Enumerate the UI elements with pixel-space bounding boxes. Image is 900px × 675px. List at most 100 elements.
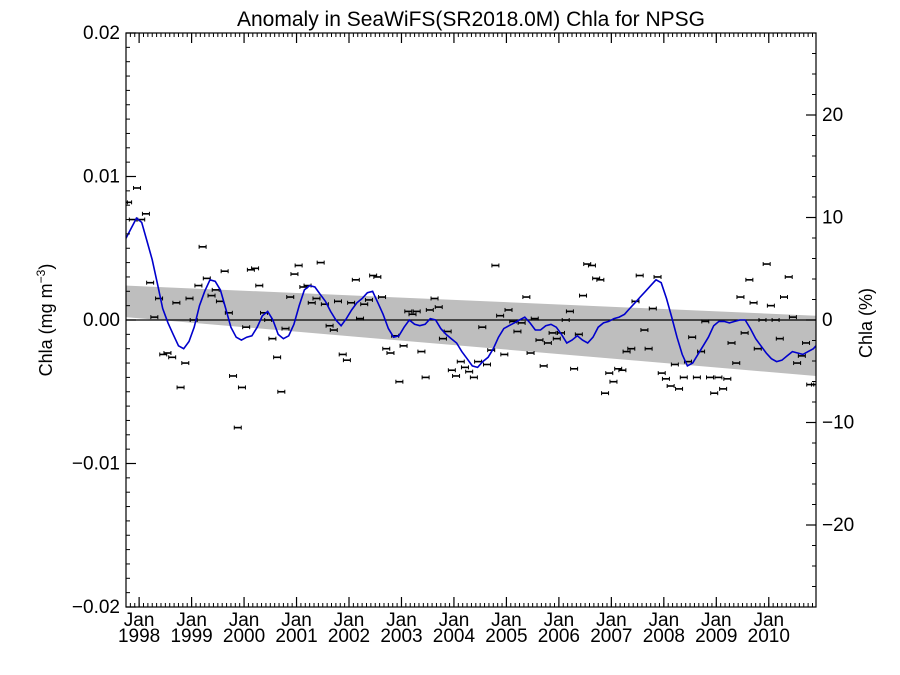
data-point — [469, 375, 478, 380]
y-axis-left-label-close: ) — [36, 264, 56, 270]
data-point — [434, 305, 443, 310]
data-point — [797, 353, 806, 358]
data-point — [666, 384, 675, 389]
data-point — [766, 303, 775, 308]
data-point — [286, 295, 295, 300]
trend-band — [126, 285, 816, 376]
data-point — [333, 299, 342, 304]
data-point — [570, 366, 579, 371]
x-tick-label-month: Jan — [229, 610, 260, 631]
data-point — [609, 379, 618, 384]
x-tick-label-month: Jan — [701, 610, 732, 631]
data-point — [176, 385, 185, 390]
axes: 0.020.010.00−0.01−0.0220100−10−20Jan1998… — [72, 23, 854, 647]
data-point — [237, 385, 246, 390]
data-point — [460, 365, 469, 370]
data-point — [412, 309, 421, 314]
data-point — [150, 315, 159, 320]
plot-clipped-group — [126, 185, 816, 430]
x-tick-label-month: Jan — [544, 610, 575, 631]
data-point — [526, 351, 535, 356]
data-point — [356, 316, 365, 321]
x-tick-label-month: Jan — [124, 610, 155, 631]
x-tick-label-year: 2006 — [538, 626, 580, 647]
data-point — [679, 375, 688, 380]
x-tick-label-month: Jan — [176, 610, 207, 631]
data-point — [255, 283, 264, 288]
data-point — [543, 340, 552, 345]
data-point — [657, 371, 666, 376]
data-point — [207, 293, 216, 298]
data-point — [779, 295, 788, 300]
chart-title: Anomaly in SeaWiFS(SR2018.0M) Chla for N… — [237, 8, 705, 31]
data-point — [539, 363, 548, 368]
plot-area — [126, 185, 816, 430]
smoothed-line — [126, 216, 816, 369]
data-point — [373, 274, 382, 279]
x-tick-label-year: 2004 — [433, 626, 476, 647]
data-point — [627, 346, 636, 351]
x-tick-label-month: Jan — [386, 610, 417, 631]
x-tick-label-year: 2002 — [328, 626, 370, 647]
data-point — [242, 325, 251, 330]
y-tick-label-right: −10 — [822, 413, 854, 434]
data-point — [181, 361, 190, 366]
x-tick-label-year: 2010 — [748, 626, 790, 647]
data-point — [133, 185, 142, 190]
x-tick-label-year: 2009 — [695, 626, 737, 647]
data-point — [465, 369, 474, 374]
data-point — [500, 352, 509, 357]
data-point — [788, 315, 797, 320]
y-tick-label-left: −0.01 — [72, 454, 120, 475]
data-point — [701, 319, 710, 324]
data-point — [487, 348, 496, 353]
data-point — [456, 359, 465, 364]
data-point — [675, 386, 684, 391]
data-point — [281, 326, 290, 331]
data-point — [670, 362, 679, 367]
data-point — [579, 293, 588, 298]
data-point — [692, 375, 701, 380]
data-point — [172, 300, 181, 305]
data-point — [771, 318, 780, 322]
data-point — [290, 272, 299, 277]
data-point — [784, 274, 793, 279]
data-point — [294, 263, 303, 268]
data-point — [126, 200, 133, 205]
data-point — [793, 361, 802, 366]
x-tick-label-year: 2000 — [223, 626, 265, 647]
data-point — [513, 329, 522, 334]
data-point — [347, 300, 356, 305]
x-tick-label-year: 2007 — [590, 626, 632, 647]
x-tick-label-year: 2008 — [643, 626, 685, 647]
data-point — [644, 346, 653, 351]
data-point — [229, 373, 238, 378]
data-point — [727, 340, 736, 345]
data-point — [447, 368, 456, 373]
data-point — [198, 244, 207, 249]
data-point — [622, 349, 631, 354]
data-point — [732, 361, 741, 366]
x-tick-label-year: 2003 — [380, 626, 422, 647]
x-tick-label-month: Jan — [439, 610, 470, 631]
data-point — [351, 277, 360, 282]
data-point — [810, 382, 816, 387]
data-point — [504, 307, 513, 312]
data-point — [404, 309, 413, 314]
data-point — [395, 379, 404, 384]
data-point — [141, 211, 150, 216]
x-tick-label-month: Jan — [596, 610, 627, 631]
x-tick-label-month: Jan — [281, 610, 312, 631]
x-tick-label-month: Jan — [491, 610, 522, 631]
data-point — [635, 273, 644, 278]
data-point — [775, 336, 784, 341]
data-point — [574, 332, 583, 337]
data-point — [268, 336, 277, 341]
data-point — [648, 306, 657, 311]
x-tick-label-year: 2005 — [485, 626, 527, 647]
y-tick-label-left: 0.00 — [83, 310, 120, 331]
data-point — [399, 343, 408, 348]
data-point — [618, 368, 627, 373]
data-point — [364, 297, 373, 302]
x-tick-label-year: 1998 — [118, 626, 160, 647]
